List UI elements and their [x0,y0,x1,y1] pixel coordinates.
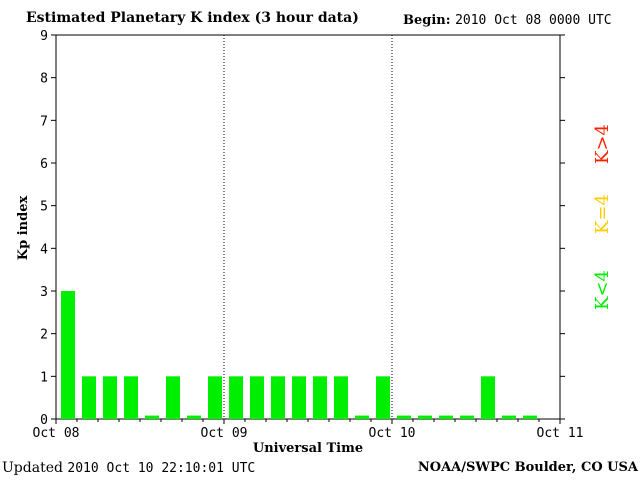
x-tick-label: Oct 09 [201,426,248,441]
y-tick-label: 5 [40,200,48,215]
kp-bar [523,415,537,419]
kp-bar [502,415,516,419]
kp-bar [61,291,75,419]
kp-bar [376,376,390,419]
kp-bar [208,376,222,419]
kp-bar [439,415,453,419]
source-credit: NOAA/SWPC Boulder, CO USA [417,460,638,475]
kp-bar [166,376,180,419]
kp-bar [82,376,96,419]
updated-value: 2010 Oct 10 22:10:01 UTC [67,461,256,476]
kp-bar [250,376,264,419]
x-tick-label: Oct 10 [369,426,416,441]
y-tick-label: 9 [40,29,48,44]
x-axis-ticks: Oct 08 Oct 09 Oct 10 Oct 11 [33,419,584,441]
begin-time: Begin: 2010 Oct 08 0000 UTC [403,13,612,28]
y-axis-ticks: 0 1 2 3 4 5 6 7 8 9 [40,29,565,428]
kp-bar [313,376,327,419]
kp-bar [481,376,495,419]
y-tick-label: 4 [40,242,48,257]
legend-item: K>4 [592,124,613,164]
y-tick-label: 6 [40,157,48,172]
kp-bar [418,415,432,419]
kp-bar [292,376,306,419]
y-tick-label: 7 [40,114,48,129]
begin-label: Begin: [403,13,451,28]
y-tick-label: 3 [40,285,48,300]
kp-bar [187,415,201,419]
x-tick-label: Oct 11 [537,426,584,441]
kp-bar [145,415,159,419]
kp-bar [460,415,474,419]
y-tick-label: 1 [40,370,48,385]
plot-frame [55,34,561,420]
chart-title: Estimated Planetary K index (3 hour data… [26,10,359,26]
y-axis-title: Kp index [16,196,31,261]
kp-bar [103,376,117,419]
y-tick-label: 0 [40,413,48,428]
kp-bar [124,376,138,419]
kp-bar [334,376,348,419]
kp-bar [355,415,369,419]
legend-item: K=4 [592,194,613,234]
kp-bar [271,376,285,419]
begin-value: 2010 Oct 08 0000 UTC [455,13,612,28]
kp-bar [229,376,243,419]
legend-item: K<4 [592,270,613,310]
y-tick-label: 8 [40,72,48,87]
updated-label: Updated [2,460,63,476]
updated-time: Updated 2010 Oct 10 22:10:01 UTC [2,460,255,476]
x-tick-label: Oct 08 [33,426,80,441]
bars [61,291,537,419]
y-tick-label: 2 [40,328,48,343]
x-axis-title: Universal Time [253,441,363,456]
kp-bar [397,415,411,419]
plot-area [55,34,561,420]
legend: K<4 K=4 K>4 [592,124,613,310]
